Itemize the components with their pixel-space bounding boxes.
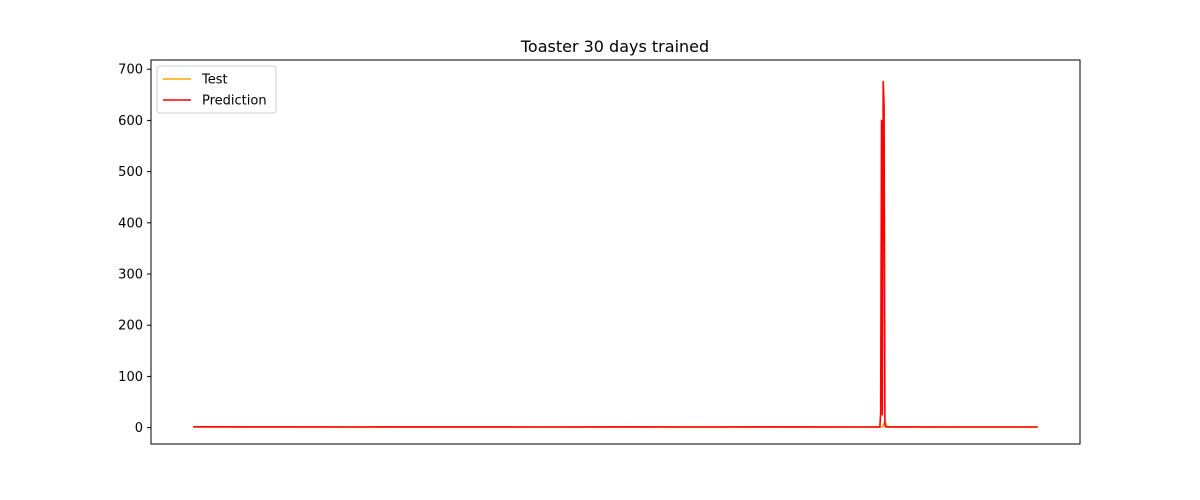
- y-axis: 0 100 200 300 400 500 600 700: [118, 63, 151, 436]
- plot-frame: [150, 59, 1081, 445]
- series-line-prediction: [193, 80, 1038, 428]
- y-tick-label: 0: [135, 421, 143, 436]
- legend-label-test: Test: [201, 73, 228, 88]
- y-tick-label: 400: [118, 216, 143, 231]
- y-tick-label: 600: [118, 114, 143, 129]
- series-layer: [193, 80, 1038, 428]
- y-tick-label: 100: [118, 370, 143, 385]
- y-tick-label: 700: [118, 63, 143, 78]
- chart-title: Toaster 30 days trained: [520, 37, 709, 56]
- y-tick-label: 500: [118, 165, 143, 180]
- legend: Test Prediction: [156, 65, 277, 114]
- legend-box: [156, 65, 277, 114]
- y-tick-label: 200: [118, 319, 143, 334]
- y-tick-label: 300: [118, 268, 143, 283]
- legend-label-prediction: Prediction: [202, 94, 267, 109]
